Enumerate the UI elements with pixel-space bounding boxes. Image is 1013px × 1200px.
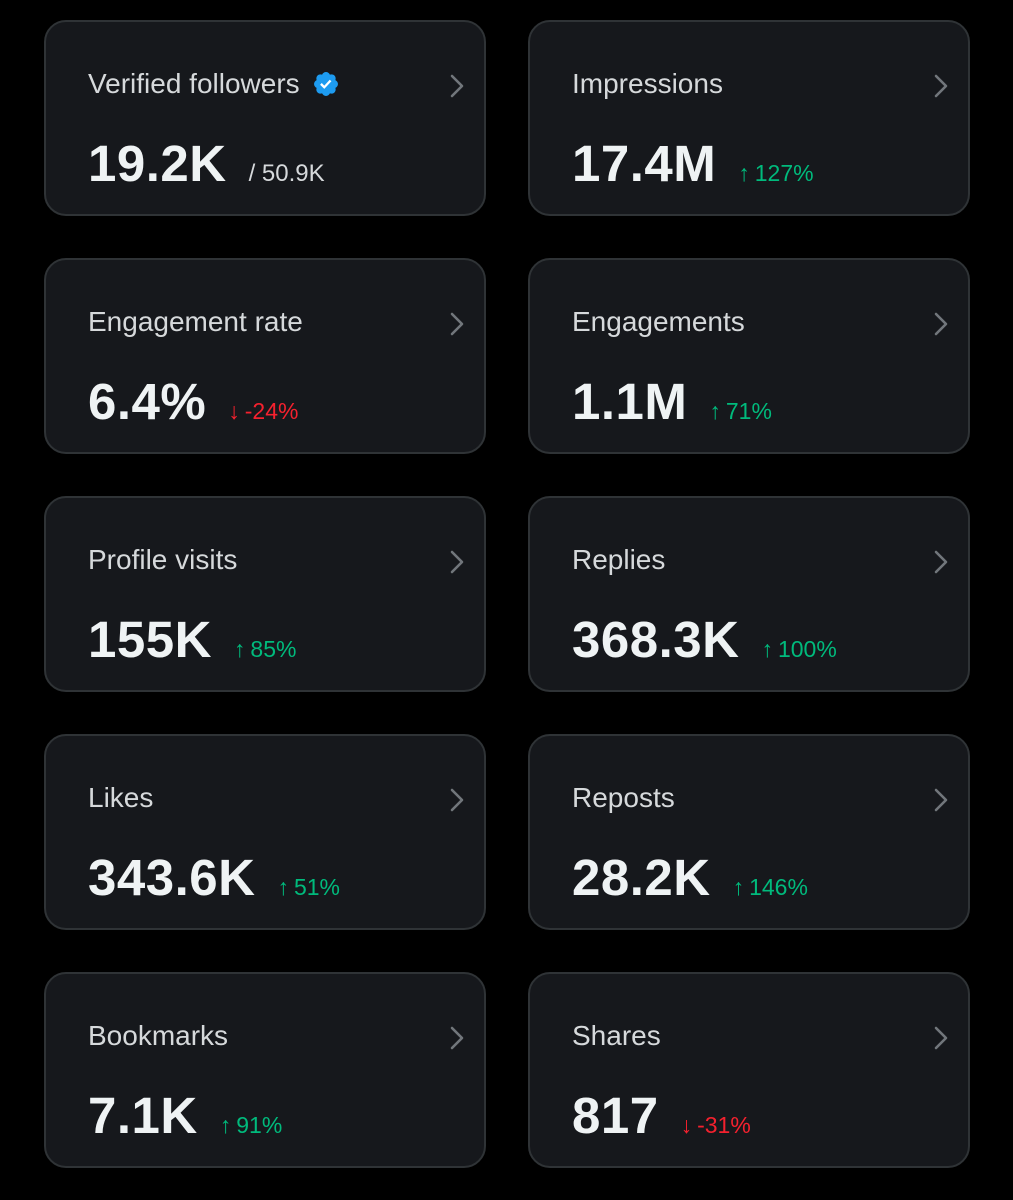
- value-row: 7.1K ↑ 91%: [88, 1086, 282, 1145]
- value-row: 28.2K ↑ 146%: [572, 848, 808, 907]
- card-label: Likes: [88, 782, 153, 814]
- value-row: 343.6K ↑ 51%: [88, 848, 340, 907]
- card-reposts[interactable]: Reposts 28.2K ↑ 146%: [528, 734, 970, 930]
- change-indicator: ↓ -24%: [228, 398, 298, 425]
- card-label: Verified followers: [88, 68, 340, 100]
- change-indicator: ↑ 127%: [738, 160, 813, 187]
- card-label-text: Reposts: [572, 782, 675, 813]
- change-indicator: ↓ -31%: [681, 1112, 751, 1139]
- card-engagement-rate[interactable]: Engagement rate 6.4% ↓ -24%: [44, 258, 486, 454]
- value-row: 1.1M ↑ 71%: [572, 372, 772, 431]
- change-indicator: ↑ 71%: [709, 398, 772, 425]
- card-label: Impressions: [572, 68, 723, 100]
- card-label-text: Replies: [572, 544, 666, 575]
- card-bookmarks[interactable]: Bookmarks 7.1K ↑ 91%: [44, 972, 486, 1168]
- chevron-right-icon: [934, 1026, 948, 1050]
- card-impressions[interactable]: Impressions 17.4M ↑ 127%: [528, 20, 970, 216]
- card-value: 817: [572, 1087, 659, 1144]
- card-label-text: Shares: [572, 1020, 661, 1051]
- card-value: 368.3K: [572, 611, 740, 668]
- value-row: 817 ↓ -31%: [572, 1086, 751, 1145]
- value-row: 19.2K / 50.9K: [88, 134, 325, 193]
- change-value: 127%: [754, 160, 814, 186]
- card-label-text: Engagement rate: [88, 306, 303, 337]
- card-value: 17.4M: [572, 135, 717, 192]
- chevron-right-icon: [450, 312, 464, 336]
- card-value: 343.6K: [88, 849, 256, 906]
- card-value: 19.2K: [88, 135, 227, 192]
- arrow-up-icon: ↑: [761, 636, 773, 662]
- chevron-right-icon: [450, 1026, 464, 1050]
- card-value: 6.4%: [88, 373, 207, 430]
- card-label: Bookmarks: [88, 1020, 228, 1052]
- change-value: 100%: [777, 636, 837, 662]
- arrow-up-icon: ↑: [277, 874, 289, 900]
- value-row: 17.4M ↑ 127%: [572, 134, 814, 193]
- value-row: 368.3K ↑ 100%: [572, 610, 837, 669]
- card-label: Reposts: [572, 782, 675, 814]
- card-engagements[interactable]: Engagements 1.1M ↑ 71%: [528, 258, 970, 454]
- change-value: -31%: [697, 1112, 751, 1138]
- card-label-text: Impressions: [572, 68, 723, 99]
- card-label: Engagements: [572, 306, 745, 338]
- chevron-right-icon: [934, 550, 948, 574]
- value-row: 6.4% ↓ -24%: [88, 372, 298, 431]
- card-label-text: Verified followers: [88, 68, 300, 99]
- arrow-up-icon: ↑: [732, 874, 745, 900]
- arrow-up-icon: ↑: [738, 160, 750, 186]
- chevron-right-icon: [934, 312, 948, 336]
- change-value: 91%: [236, 1112, 283, 1138]
- card-verified-followers[interactable]: Verified followers 19.2K / 50.9K: [44, 20, 486, 216]
- card-shares[interactable]: Shares 817 ↓ -31%: [528, 972, 970, 1168]
- change-value: 85%: [250, 636, 297, 662]
- card-value: 7.1K: [88, 1087, 198, 1144]
- card-value: 155K: [88, 611, 212, 668]
- card-total: / 50.9K: [248, 160, 325, 187]
- card-label-text: Engagements: [572, 306, 745, 337]
- chevron-right-icon: [934, 788, 948, 812]
- change-indicator: ↑ 146%: [733, 874, 808, 901]
- change-value: 146%: [749, 874, 808, 900]
- change-indicator: ↑ 51%: [277, 874, 340, 901]
- verified-badge-icon: [313, 72, 338, 96]
- card-label-text: Profile visits: [88, 544, 238, 575]
- card-label: Replies: [572, 544, 665, 576]
- value-row: 155K ↑ 85%: [88, 610, 296, 669]
- chevron-right-icon: [450, 550, 464, 574]
- card-label: Profile visits: [88, 544, 237, 576]
- change-indicator: ↑ 100%: [761, 636, 836, 663]
- card-value: 28.2K: [572, 849, 711, 906]
- metrics-grid: Verified followers 19.2K / 50.9K Impress…: [44, 20, 970, 1168]
- change-value: -24%: [244, 398, 299, 424]
- card-label-text: Likes: [88, 782, 154, 813]
- arrow-up-icon: ↑: [233, 636, 246, 662]
- arrow-down-icon: ↓: [228, 398, 240, 424]
- card-value: 1.1M: [572, 373, 688, 430]
- card-replies[interactable]: Replies 368.3K ↑ 100%: [528, 496, 970, 692]
- card-label: Shares: [572, 1020, 661, 1052]
- card-label: Engagement rate: [88, 306, 303, 338]
- arrow-up-icon: ↑: [219, 1112, 232, 1138]
- change-value: 51%: [293, 874, 341, 900]
- arrow-up-icon: ↑: [709, 398, 721, 424]
- chevron-right-icon: [450, 788, 464, 812]
- change-indicator: ↑ 91%: [220, 1112, 283, 1139]
- card-profile-visits[interactable]: Profile visits 155K ↑ 85%: [44, 496, 486, 692]
- change-value: 71%: [725, 398, 772, 424]
- card-label-text: Bookmarks: [88, 1020, 229, 1051]
- arrow-down-icon: ↓: [680, 1112, 693, 1138]
- card-likes[interactable]: Likes 343.6K ↑ 51%: [44, 734, 486, 930]
- chevron-right-icon: [450, 74, 464, 98]
- chevron-right-icon: [934, 74, 948, 98]
- change-indicator: ↑ 85%: [234, 636, 297, 663]
